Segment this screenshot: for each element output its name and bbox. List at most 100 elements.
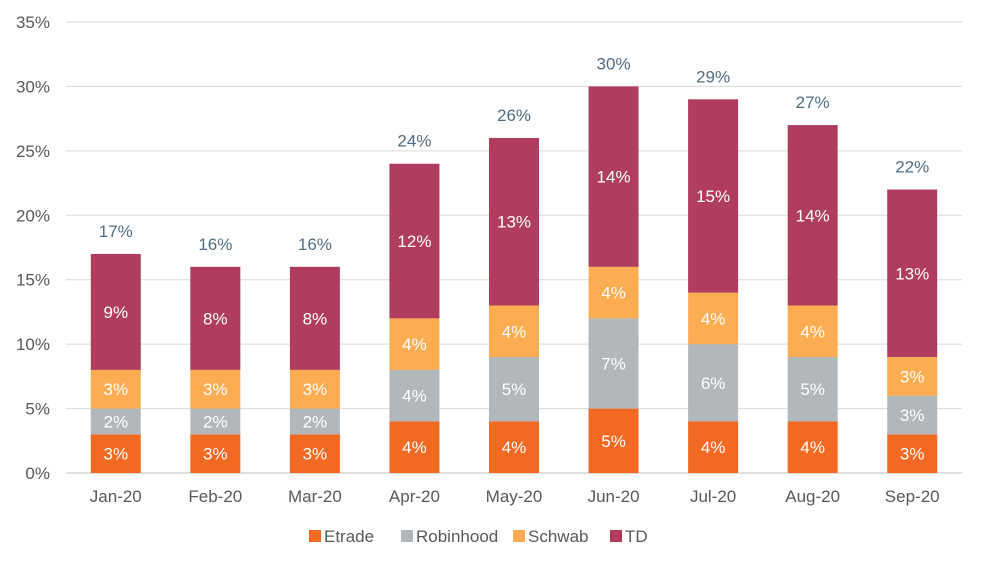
total-label: 17% xyxy=(99,222,133,241)
bar-segment-schwab xyxy=(190,369,241,409)
bar-segment-td xyxy=(588,86,639,267)
data-label: 4% xyxy=(701,438,726,457)
bar-segment-schwab xyxy=(90,369,141,409)
x-axis-ticks: Jan-20 Feb-20 Mar-20 Apr-20 May-20 Jun-20 Jul-… xyxy=(90,487,940,506)
data-label: 3% xyxy=(900,367,925,386)
total-label: 26% xyxy=(497,106,531,125)
total-label: 22% xyxy=(895,158,929,177)
legend-label-etrade: Etrade xyxy=(324,527,374,546)
y-tick-label: 30% xyxy=(16,77,50,96)
data-label: 2% xyxy=(303,412,328,431)
data-label: 4% xyxy=(402,335,427,354)
data-label: 4% xyxy=(800,322,825,341)
bar-segment-robinhood xyxy=(787,357,838,422)
y-tick-label: 20% xyxy=(16,206,50,225)
y-tick-label: 5% xyxy=(25,400,50,419)
data-label: 4% xyxy=(601,284,626,303)
bar-segment-robinhood xyxy=(389,369,440,422)
bar-segment-etrade xyxy=(90,434,141,473)
bar-segment-schwab xyxy=(289,369,340,409)
data-label: 15% xyxy=(696,187,730,206)
x-tick-label: Apr-20 xyxy=(389,487,440,506)
data-label: 5% xyxy=(502,380,527,399)
bar-segment-etrade xyxy=(887,434,938,473)
legend-swatch-schwab xyxy=(513,530,525,542)
bar-segment-schwab xyxy=(489,305,539,358)
data-label: 12% xyxy=(397,232,431,251)
data-label: 5% xyxy=(800,380,825,399)
x-tick-label: Mar-20 xyxy=(288,487,342,506)
data-label: 4% xyxy=(502,438,527,457)
legend-swatch-etrade xyxy=(309,530,321,542)
bar-segment-td xyxy=(289,266,340,370)
legend-label-schwab: Schwab xyxy=(528,527,588,546)
x-tick-label: Jun-20 xyxy=(588,487,640,506)
bar-segment-td xyxy=(90,253,141,370)
x-tick-label: May-20 xyxy=(486,487,543,506)
total-label: 24% xyxy=(397,132,431,151)
data-label: 8% xyxy=(303,309,328,328)
bar-segment-robinhood xyxy=(489,357,539,422)
data-label: 2% xyxy=(103,412,128,431)
bar-segment-robinhood xyxy=(887,395,938,435)
total-label: 30% xyxy=(597,54,631,73)
data-label: 3% xyxy=(203,380,228,399)
bar-segment-robinhood xyxy=(90,408,141,435)
bar-segment-schwab xyxy=(688,292,739,345)
bars: 3% 2% 3% 9% 17% 3% 2% 3% 8% 16% 3% 2% 3% 8% 16% 4% 4% 4% 1… xyxy=(90,54,938,473)
y-axis-ticks: 0% 5% 10% 15% 20% 25% 30% 35% xyxy=(16,13,50,483)
bar-segment-td xyxy=(688,99,739,293)
data-label: 3% xyxy=(203,445,228,464)
legend-label-robinhood: Robinhood xyxy=(416,527,498,546)
y-tick-label: 25% xyxy=(16,142,50,161)
bar-segment-robinhood xyxy=(289,408,340,435)
total-label: 16% xyxy=(198,235,232,254)
bar-segment-etrade xyxy=(489,421,539,473)
bar-segment-td xyxy=(887,189,938,358)
data-label: 2% xyxy=(203,412,228,431)
data-label: 9% xyxy=(103,303,128,322)
x-tick-label: Aug-20 xyxy=(785,487,840,506)
data-label: 3% xyxy=(303,445,328,464)
data-label: 6% xyxy=(701,374,726,393)
bar-segment-robinhood xyxy=(190,408,241,435)
bar-segment-td xyxy=(190,266,241,370)
total-label: 27% xyxy=(796,93,830,112)
bar-segment-schwab xyxy=(887,357,938,396)
y-tick-label: 15% xyxy=(16,271,50,290)
bar-segment-schwab xyxy=(389,318,440,370)
x-tick-label: Sep-20 xyxy=(885,487,940,506)
bar-segment-schwab xyxy=(787,305,838,358)
data-label: 3% xyxy=(103,380,128,399)
data-label: 3% xyxy=(103,445,128,464)
legend: Etrade Robinhood Schwab TD xyxy=(309,527,648,546)
bar-segment-etrade xyxy=(190,434,241,473)
data-label: 14% xyxy=(796,206,830,225)
bar-segment-etrade xyxy=(787,421,838,473)
bar-segment-td xyxy=(787,125,838,306)
y-tick-label: 0% xyxy=(25,464,50,483)
data-label: 4% xyxy=(402,387,427,406)
x-tick-label: Feb-20 xyxy=(188,487,242,506)
data-label: 3% xyxy=(303,380,328,399)
x-tick-label: Jul-20 xyxy=(690,487,736,506)
legend-swatch-td xyxy=(610,530,622,542)
legend-label-td: TD xyxy=(625,527,648,546)
bar-segment-etrade xyxy=(688,421,739,473)
bar-segment-td xyxy=(389,163,440,319)
x-tick-label: Jan-20 xyxy=(90,487,142,506)
bar-segment-etrade xyxy=(289,434,340,473)
data-label: 13% xyxy=(895,264,929,283)
data-label: 4% xyxy=(402,438,427,457)
y-tick-label: 10% xyxy=(16,335,50,354)
total-label: 29% xyxy=(696,67,730,86)
bar-segment-td xyxy=(489,137,539,306)
data-label: 5% xyxy=(601,432,626,451)
bar-segment-etrade xyxy=(389,421,440,473)
bar-segment-robinhood xyxy=(588,318,639,409)
data-label: 3% xyxy=(900,406,925,425)
data-label: 8% xyxy=(203,309,228,328)
data-label: 4% xyxy=(800,438,825,457)
data-label: 4% xyxy=(701,309,726,328)
